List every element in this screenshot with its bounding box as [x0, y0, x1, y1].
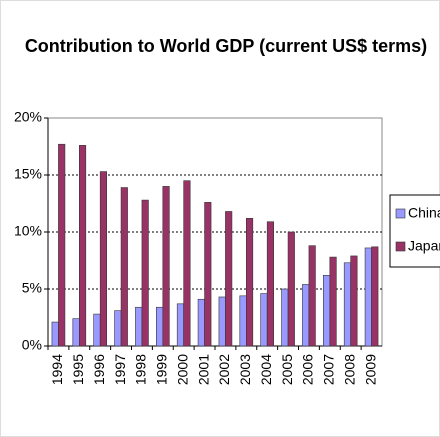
bar	[114, 310, 122, 347]
bar	[302, 284, 310, 347]
bar	[329, 256, 337, 347]
bar	[260, 293, 268, 347]
legend-label: Japan	[408, 238, 440, 254]
bar	[225, 211, 233, 347]
bar	[156, 306, 164, 347]
x-tick-label: 2005	[279, 354, 295, 385]
x-tick-label: 1998	[133, 354, 149, 385]
bar	[162, 186, 170, 347]
bar	[246, 218, 254, 347]
x-tick-label: 2007	[321, 354, 337, 385]
chart-title: Contribution to World GDP (current US$ t…	[25, 36, 427, 56]
x-tick-label: 2006	[300, 354, 316, 385]
x-tick-label: 1999	[154, 354, 170, 385]
bar	[371, 246, 379, 347]
bar	[308, 245, 316, 347]
legend-swatch	[395, 241, 406, 252]
bar	[350, 255, 358, 347]
y-tick-label: 15%	[14, 166, 42, 182]
y-tick-label: 5%	[22, 280, 42, 296]
bar	[266, 221, 274, 347]
x-tick-label: 2002	[216, 354, 232, 385]
legend-label: China	[408, 205, 440, 221]
x-tick-label: 2008	[341, 354, 357, 385]
legend-box	[389, 194, 440, 268]
bar	[204, 202, 212, 347]
bar	[58, 143, 66, 347]
bar	[120, 187, 128, 347]
y-tick-label: 20%	[14, 109, 42, 125]
x-tick-label: 2004	[258, 354, 274, 385]
x-tick-label: 2009	[362, 354, 378, 385]
bar	[93, 313, 101, 347]
x-tick-label: 2003	[237, 354, 253, 385]
x-tick-label: 1995	[70, 354, 86, 385]
bar	[281, 288, 289, 347]
bar	[183, 180, 191, 347]
bar	[364, 247, 372, 347]
legend-swatch	[395, 208, 406, 219]
bar	[99, 171, 107, 347]
bar	[343, 262, 351, 347]
bar	[135, 306, 143, 347]
x-tick-label: 1996	[91, 354, 107, 385]
bar	[287, 231, 295, 347]
bar	[218, 296, 226, 347]
x-tick-label: 1997	[112, 354, 128, 385]
bar	[176, 303, 184, 347]
bar	[323, 275, 331, 347]
y-tick-label: 10%	[14, 223, 42, 239]
x-tick-label: 1994	[49, 354, 65, 385]
bar	[79, 145, 87, 347]
bar	[141, 199, 149, 347]
bar	[51, 321, 59, 347]
bar	[72, 318, 80, 347]
bar	[239, 295, 247, 347]
bar	[197, 298, 205, 347]
x-tick-label: 2000	[174, 354, 190, 385]
x-tick-label: 2001	[195, 354, 211, 385]
y-tick-label: 0%	[22, 337, 42, 353]
